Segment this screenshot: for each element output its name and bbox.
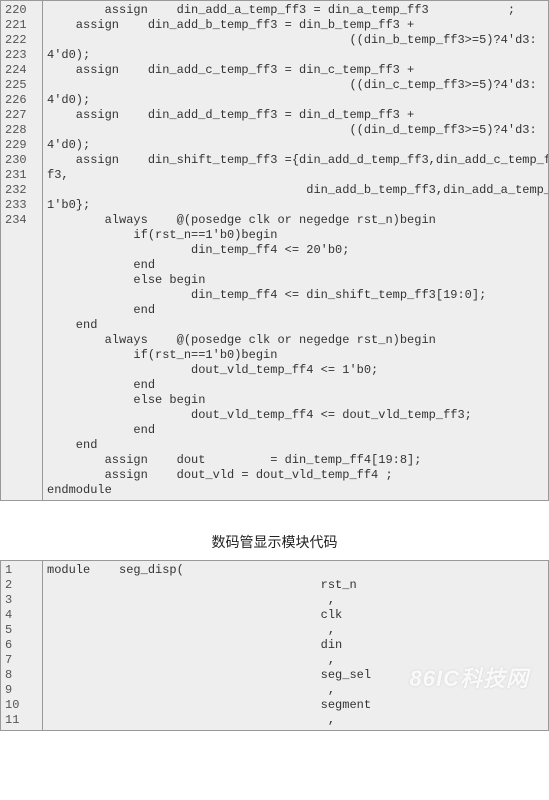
code-area[interactable]: module seg_disp( rst_n , clk ,: [43, 561, 548, 730]
code-line: 4'd0);: [43, 93, 548, 108]
code-block-1: 2202212222232242252262272282292302312322…: [0, 0, 549, 501]
line-number: 233: [1, 198, 38, 213]
code-line: assign din_add_a_temp_ff3 = din_a_temp_f…: [43, 3, 548, 18]
code-line: if(rst_n==1'b0)begin: [43, 228, 548, 243]
code-line: seg_sel: [43, 668, 548, 683]
line-number: 226: [1, 93, 38, 108]
code-area[interactable]: assign din_add_a_temp_ff3 = din_a_temp_f…: [43, 1, 548, 500]
line-number: 222: [1, 33, 38, 48]
code-line: ((din_b_temp_ff3>=5)?4'd3:: [43, 33, 548, 48]
code-line: din_temp_ff4 <= 20'b0;: [43, 243, 548, 258]
code-line: end: [43, 423, 548, 438]
line-number: 2: [1, 578, 38, 593]
code-line: 4'd0);: [43, 138, 548, 153]
line-number: 3: [1, 593, 38, 608]
code-line: else begin: [43, 273, 548, 288]
line-number: 7: [1, 653, 38, 668]
line-number: 4: [1, 608, 38, 623]
code-line: din_temp_ff4 <= din_shift_temp_ff3[19:0]…: [43, 288, 548, 303]
code-line: ((din_c_temp_ff3>=5)?4'd3:: [43, 78, 548, 93]
code-line: assign din_add_d_temp_ff3 = din_d_temp_f…: [43, 108, 548, 123]
line-gutter: 1234567891011: [1, 561, 43, 730]
code-line: assign din_shift_temp_ff3 ={din_add_d_te…: [43, 153, 548, 168]
code-line: dout_vld_temp_ff4 <= dout_vld_temp_ff3;: [43, 408, 548, 423]
code-line: ,: [43, 713, 548, 728]
line-number: 234: [1, 213, 38, 228]
code-line: din: [43, 638, 548, 653]
code-line: end: [43, 258, 548, 273]
line-number: 11: [1, 713, 38, 728]
code-line: module seg_disp(: [43, 563, 548, 578]
code-line: endmodule: [43, 483, 548, 498]
line-number: 224: [1, 63, 38, 78]
code-line: end: [43, 378, 548, 393]
code-line: segment: [43, 698, 548, 713]
section-title: 数码管显示模块代码: [0, 502, 549, 560]
code-line: assign din_add_b_temp_ff3 = din_b_temp_f…: [43, 18, 548, 33]
line-number: 8: [1, 668, 38, 683]
line-number: 220: [1, 3, 38, 18]
line-gutter: 2202212222232242252262272282292302312322…: [1, 1, 43, 500]
page: 2202212222232242252262272282292302312322…: [0, 0, 549, 731]
line-number: 231: [1, 168, 38, 183]
line-number: 232: [1, 183, 38, 198]
code-line: ((din_d_temp_ff3>=5)?4'd3:: [43, 123, 548, 138]
code-line: clk: [43, 608, 548, 623]
code-line: end: [43, 438, 548, 453]
code-line: assign dout_vld = dout_vld_temp_ff4 ;: [43, 468, 548, 483]
line-number: 223: [1, 48, 38, 63]
code-line: end: [43, 318, 548, 333]
code-line: 1'b0};: [43, 198, 548, 213]
line-number: 230: [1, 153, 38, 168]
code-line: if(rst_n==1'b0)begin: [43, 348, 548, 363]
code-line: din_add_b_temp_ff3,din_add_a_temp_ff3,: [43, 183, 548, 198]
code-line: ,: [43, 683, 548, 698]
line-number: 5: [1, 623, 38, 638]
code-line: assign dout = din_temp_ff4[19:8];: [43, 453, 548, 468]
code-line: 4'd0);: [43, 48, 548, 63]
code-line: ,: [43, 623, 548, 638]
line-number: 1: [1, 563, 38, 578]
code-line: assign din_add_c_temp_ff3 = din_c_temp_f…: [43, 63, 548, 78]
code-line: rst_n: [43, 578, 548, 593]
line-number: 225: [1, 78, 38, 93]
code-line: f3,: [43, 168, 548, 183]
line-number: 228: [1, 123, 38, 138]
code-line: always @(posedge clk or negedge rst_n)be…: [43, 213, 548, 228]
line-number: 9: [1, 683, 38, 698]
code-line: dout_vld_temp_ff4 <= 1'b0;: [43, 363, 548, 378]
code-line: else begin: [43, 393, 548, 408]
line-number: 229: [1, 138, 38, 153]
code-line: always @(posedge clk or negedge rst_n)be…: [43, 333, 548, 348]
line-number: 221: [1, 18, 38, 33]
code-line: end: [43, 303, 548, 318]
code-line: ,: [43, 593, 548, 608]
code-line: ,: [43, 653, 548, 668]
line-number: 10: [1, 698, 38, 713]
code-block-2: 1234567891011 module seg_disp( rst_n , c…: [0, 560, 549, 731]
line-number: 6: [1, 638, 38, 653]
line-number: 227: [1, 108, 38, 123]
